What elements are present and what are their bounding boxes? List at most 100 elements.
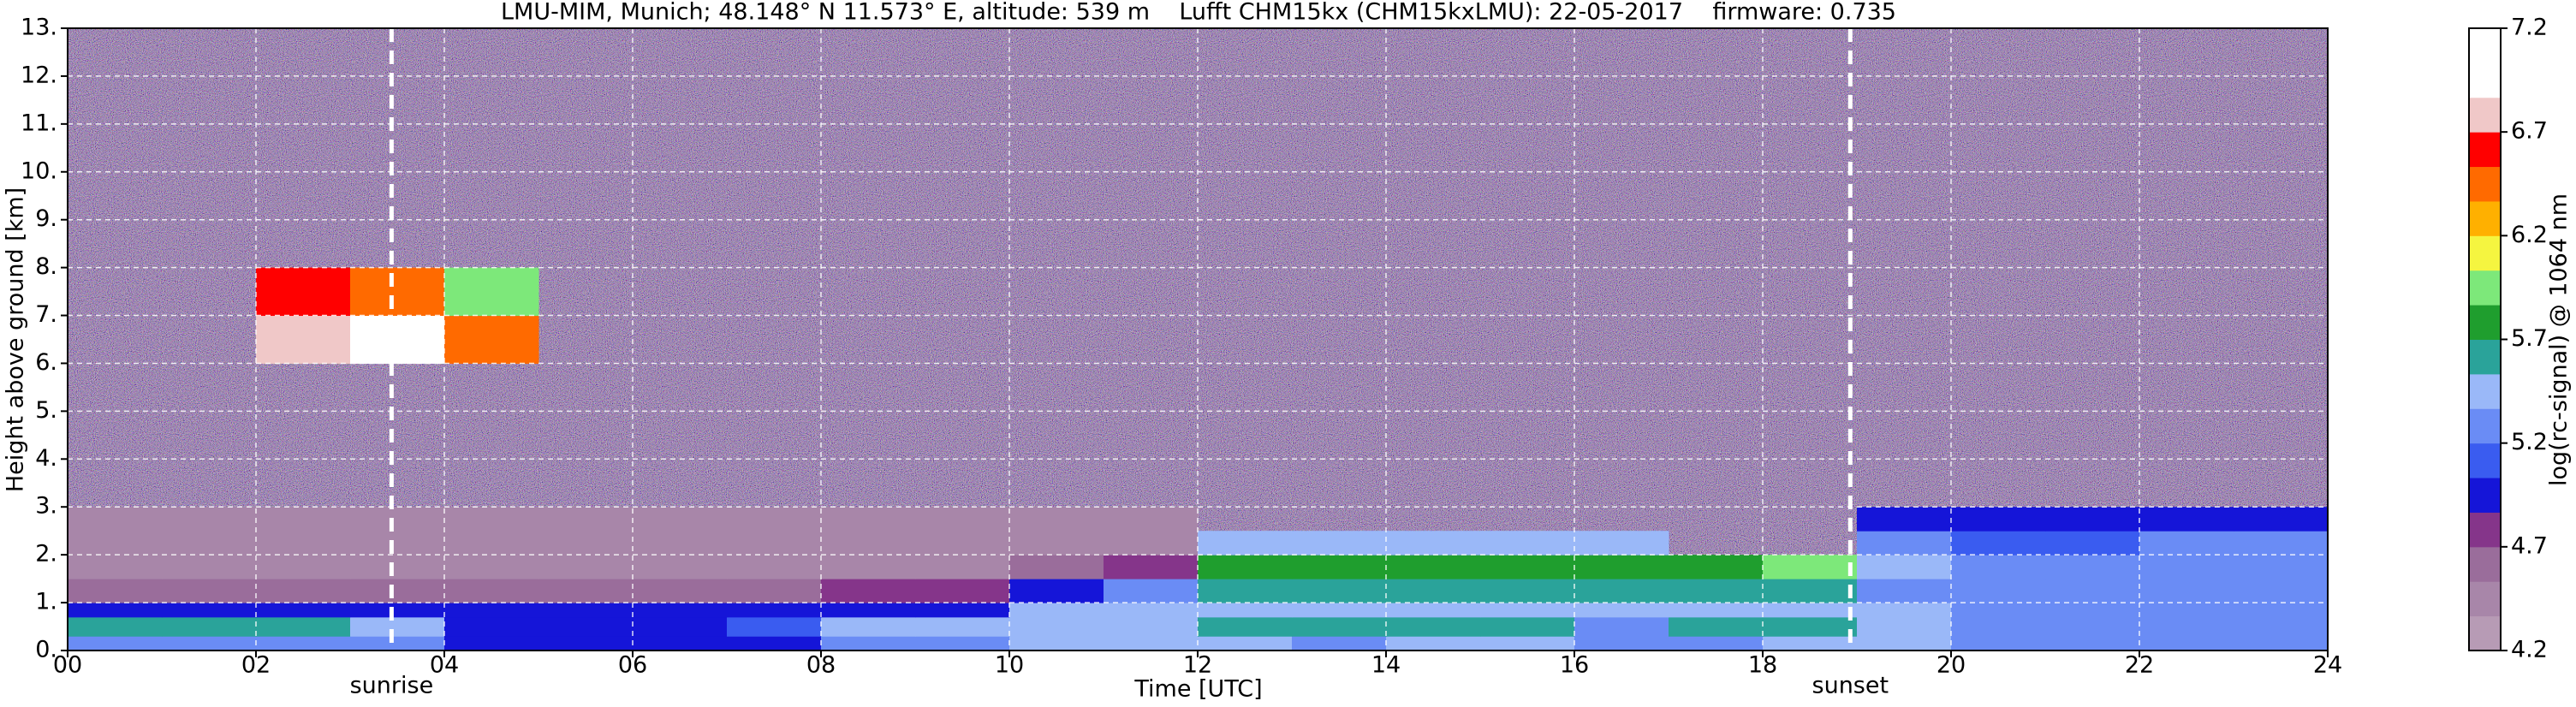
heatmap-cell [1951,636,2046,651]
heatmap-cell [1198,636,1293,651]
colorbar-segment [2469,615,2501,651]
heatmap-cell [915,603,1010,618]
heatmap-cell [1480,616,1575,637]
heatmap-cell [727,636,822,651]
heatmap-cell [1386,555,1481,579]
heatmap-cell [2234,636,2329,651]
heatmap-cell [256,531,351,556]
heatmap-cell [444,579,539,603]
x-tick-label: 20 [1936,652,1966,679]
heatmap-cell [2045,603,2140,618]
heatmap-cell [1574,531,1669,556]
heatmap-cell [1198,616,1293,637]
heatmap-cell [1104,636,1199,651]
heatmap-cell [68,507,163,532]
heatmap-cell [1198,555,1293,579]
heatmap-cell [1574,555,1669,579]
colorbar-tick-label: 4.2 [2511,637,2548,663]
heatmap-cell [2139,579,2234,603]
heatmap-cell [1104,531,1199,556]
heatmap-cell [633,531,728,556]
y-tick-label: 13. [21,15,57,41]
colorbar-segment [2469,443,2501,478]
colorbar-segment [2469,97,2501,133]
heatmap-cell [1857,636,1952,651]
heatmap-cell [633,636,728,651]
heatmap-cell [915,531,1010,556]
heatmap-cell [444,267,539,317]
y-tick-label: 1. [35,589,57,615]
colorbar-tick-label: 6.2 [2511,222,2548,248]
heatmap-cell [2045,507,2140,532]
heatmap-cell [2234,507,2329,532]
heatmap-cell [1857,531,1952,556]
heatmap-cell [1480,555,1575,579]
heatmap-cell [1104,507,1199,532]
heatmap-cell [1857,579,1952,603]
heatmap-cell [1104,579,1199,603]
colorbar-segment [2469,28,2501,63]
heatmap-cell [350,531,445,556]
colorbar-tick-label: 6.7 [2511,118,2548,145]
colorbar-segment [2469,546,2501,582]
heatmap-cell [1763,603,1858,618]
y-tick-label: 6. [35,349,57,376]
heatmap-cell [1951,603,2046,618]
colorbar-segment [2469,373,2501,409]
heatmap-cell [1009,616,1104,637]
heatmap-cell [821,555,916,579]
heatmap-cell [821,531,916,556]
heatmap-cell [444,636,539,651]
heatmap-cell [1104,603,1199,618]
y-axis-label: Height above ground [km] [3,187,29,492]
heatmap-cell [821,507,916,532]
heatmap-cell [1857,555,1952,579]
heatmap-cell [350,579,445,603]
colorbar-tick-label: 4.7 [2511,532,2548,559]
heatmap-cell [1009,579,1104,603]
heatmap-cell [727,555,822,579]
heatmap-cell [68,579,163,603]
heatmap-cell [821,579,916,603]
heatmap-cell [538,531,634,556]
heatmap-cell [1480,579,1575,603]
x-tick-label: 08 [806,652,836,679]
colorbar-segment [2469,200,2501,236]
x-tick-label: 12 [1183,652,1212,679]
colorbar-segment [2469,270,2501,306]
heatmap-cell [915,616,1010,637]
heatmap-cell [915,555,1010,579]
heatmap-cell [350,555,445,579]
heatmap-cell [1857,603,1952,618]
heatmap-cell [1669,579,1764,603]
chart-title: LMU-MIM, Munich; 48.148° N 11.573° E, al… [501,0,1896,26]
heatmap-cell [1574,636,1669,651]
heatmap-cell [1386,616,1481,637]
heatmap-cell [256,267,351,317]
heatmap-cell [538,603,634,618]
x-tick-label: 10 [995,652,1024,679]
colorbar-tick-label: 5.7 [2511,325,2548,352]
heatmap-cell [1669,636,1764,651]
heatmap-cell [256,616,351,637]
colorbar-segment [2469,339,2501,375]
heatmap-cell [538,636,634,651]
heatmap-cell [162,636,257,651]
heatmap-cell [350,507,445,532]
heatmap-cell [727,531,822,556]
heatmap-cell [162,531,257,556]
heatmap-cell [1292,603,1387,618]
heatmap-cell [350,315,445,364]
heatmap-cell [2234,579,2329,603]
colorbar-segment [2469,235,2501,271]
heatmap-cell [915,636,1010,651]
heatmap-cell [1104,555,1199,579]
heatmap-cell [162,603,257,618]
x-tick-label: 16 [1560,652,1589,679]
heatmap-cell [68,616,163,637]
x-tick-label: 04 [430,652,459,679]
heatmap-cell [350,603,445,618]
